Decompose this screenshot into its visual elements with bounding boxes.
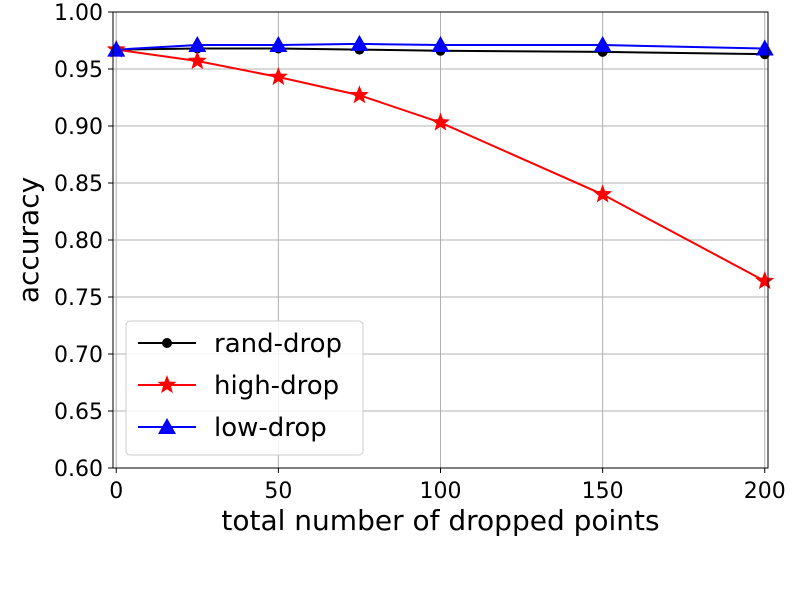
y-tick-label: 0.95	[54, 58, 103, 83]
high-drop-point	[349, 85, 369, 104]
x-tick-label: 0	[109, 479, 123, 504]
y-tick-label: 0.75	[54, 286, 103, 311]
low-drop-point	[269, 36, 288, 53]
low-drop-point	[593, 36, 612, 53]
low-drop-point	[431, 36, 450, 53]
legend-label-high-drop: high-drop	[214, 371, 339, 401]
x-tick-label: 100	[420, 479, 462, 504]
x-tick-label: 150	[582, 479, 624, 504]
low-drop-point	[350, 34, 369, 51]
y-axis-title: accuracy	[12, 177, 45, 303]
y-tick-label: 0.85	[54, 172, 103, 197]
high-drop-point	[593, 184, 613, 203]
high-drop-point	[268, 66, 288, 86]
legend-marker-rand-drop	[162, 338, 172, 348]
y-tick-label: 1.00	[54, 1, 103, 26]
y-tick-label: 0.60	[54, 457, 103, 482]
y-tick-label: 0.90	[54, 115, 103, 140]
y-tick-label: 0.65	[54, 400, 103, 425]
axis-ticks: 0 50 100 150 200 0.60 0.65 0.70 0.75 0.80 0.85 0.90…	[54, 1, 786, 504]
legend-marker-low-drop	[158, 418, 176, 434]
high-drop-point	[187, 51, 207, 70]
low-drop-point	[107, 40, 126, 57]
x-axis-title: total number of dropped points	[221, 504, 659, 537]
low-drop-point	[188, 36, 207, 53]
high-drop-point	[430, 112, 451, 131]
legend-label-rand-drop: rand-drop	[214, 329, 342, 359]
x-tick-label: 200	[744, 479, 786, 504]
legend-label-low-drop: low-drop	[214, 413, 327, 443]
legend-marker-high-drop	[157, 375, 177, 394]
low-drop-point	[755, 39, 774, 56]
x-tick-label: 50	[264, 479, 292, 504]
series-markers	[106, 34, 775, 290]
y-tick-label: 0.70	[54, 343, 103, 368]
legend: rand-drop high-drop low-drop	[125, 320, 364, 456]
y-tick-label: 0.80	[54, 229, 103, 254]
legend-box	[125, 320, 364, 456]
high-drop-point	[755, 271, 775, 290]
